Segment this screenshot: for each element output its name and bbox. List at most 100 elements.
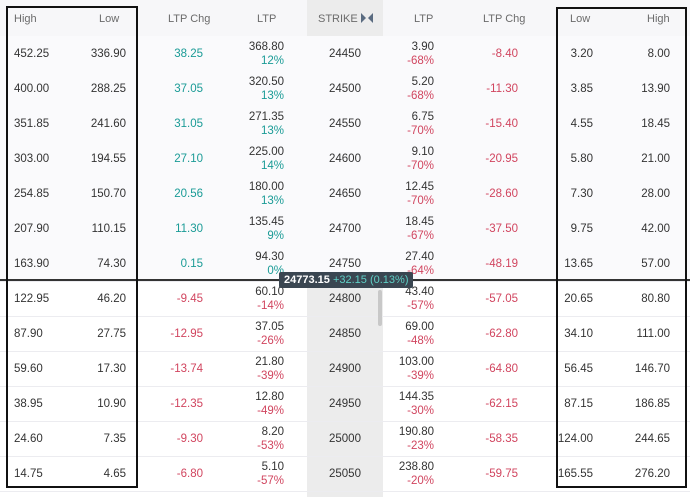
put-low-cell: 20.65 (564, 293, 593, 305)
call-low-cell: 7.35 (103, 433, 126, 445)
call-high-cell: 254.85 (14, 188, 50, 200)
table-row[interactable] (0, 211, 690, 247)
call-high-cell: 351.85 (14, 118, 50, 130)
call-ltp-cell: 180.00 (248, 181, 284, 193)
put-ltp-chg-cell: -11.30 (486, 83, 518, 95)
call-ltp-chg-cell: -12.95 (170, 328, 203, 340)
table-row[interactable] (0, 141, 690, 177)
call-ltp-chg-cell: 11.30 (175, 223, 203, 235)
put-high-cell: 244.65 (634, 433, 670, 445)
strike-cell: 24450 (329, 48, 361, 60)
call-high-cell: 122.95 (14, 293, 50, 305)
call-high-cell: 400.00 (14, 83, 50, 95)
put-ltp-pct-cell: -57% (407, 300, 434, 312)
call-low-cell: 74.30 (97, 258, 126, 270)
put-ltp-cell: 27.40 (405, 251, 434, 263)
table-row[interactable] (0, 421, 690, 457)
call-high-cell: 38.95 (14, 398, 43, 410)
put-low-cell: 87.15 (564, 398, 593, 410)
call-ltp-pct-cell: -49% (257, 405, 284, 417)
header-put-high[interactable]: High (647, 13, 670, 25)
put-high-cell: 42.00 (641, 223, 670, 235)
call-high-cell: 24.60 (14, 433, 43, 445)
put-ltp-cell: 6.75 (411, 111, 434, 123)
call-ltp-chg-cell: 20.56 (174, 188, 203, 200)
put-high-cell: 8.00 (647, 48, 670, 60)
table-row[interactable] (0, 351, 690, 387)
put-ltp-pct-cell: -39% (407, 370, 434, 382)
call-low-cell: 10.90 (97, 398, 126, 410)
put-high-cell: 57.00 (641, 258, 670, 270)
strike-cell: 24800 (329, 293, 361, 305)
strike-cell: 24950 (329, 398, 361, 410)
call-ltp-cell: 37.05 (255, 321, 284, 333)
header-strike[interactable]: STRIKE (318, 13, 358, 25)
strike-cell: 24600 (329, 153, 361, 165)
strike-cell: 24550 (329, 118, 361, 130)
put-ltp-chg-cell: -20.95 (485, 153, 518, 165)
put-low-cell: 34.10 (564, 328, 593, 340)
put-high-cell: 186.85 (634, 398, 670, 410)
header-call-ltp-chg[interactable]: LTP Chg (168, 13, 211, 25)
table-row[interactable] (0, 456, 690, 492)
strike-cell: 24850 (329, 328, 361, 340)
call-high-cell: 59.60 (14, 363, 43, 375)
put-ltp-cell: 144.35 (398, 391, 434, 403)
call-high-cell: 87.90 (14, 328, 43, 340)
spot-change: +32.15 (0.13%) (332, 274, 409, 286)
put-ltp-pct-cell: -68% (407, 90, 434, 102)
header-call-low[interactable]: Low (99, 13, 120, 25)
put-low-cell: 13.65 (564, 258, 593, 270)
strike-cell: 24750 (329, 258, 361, 270)
call-ltp-cell: 368.80 (248, 41, 284, 53)
call-ltp-chg-cell: 0.15 (180, 258, 203, 270)
put-ltp-cell: 103.00 (398, 356, 434, 368)
call-low-cell: 17.30 (97, 363, 126, 375)
strike-cell: 24650 (329, 188, 361, 200)
put-high-cell: 276.20 (634, 468, 670, 480)
table-row[interactable] (0, 71, 690, 107)
expand-collapse-icon[interactable] (360, 12, 374, 24)
put-ltp-chg-cell: -28.60 (485, 188, 518, 200)
put-ltp-chg-cell: -37.50 (485, 223, 518, 235)
header-call-ltp[interactable]: LTP (257, 13, 277, 25)
call-ltp-cell: 271.35 (248, 111, 284, 123)
call-low-cell: 150.70 (90, 188, 126, 200)
table-row[interactable] (0, 36, 690, 72)
strike-cell: 25000 (329, 433, 361, 445)
call-ltp-pct-cell: 14% (260, 160, 284, 172)
call-ltp-chg-cell: 31.05 (174, 118, 203, 130)
header-put-low[interactable]: Low (570, 13, 591, 25)
put-high-cell: 13.90 (641, 83, 670, 95)
put-ltp-cell: 43.40 (405, 286, 434, 298)
put-high-cell: 80.80 (641, 293, 670, 305)
put-ltp-chg-cell: -64.80 (485, 363, 518, 375)
put-ltp-chg-cell: -62.15 (485, 398, 518, 410)
call-ltp-pct-cell: 0% (267, 265, 284, 277)
call-ltp-chg-cell: -9.45 (176, 293, 203, 305)
table-row[interactable] (0, 106, 690, 142)
put-low-cell: 124.00 (557, 433, 593, 445)
call-ltp-cell: 320.50 (248, 76, 284, 88)
put-ltp-cell: 69.00 (405, 321, 434, 333)
call-low-cell: 27.75 (97, 328, 126, 340)
header-put-ltp-chg[interactable]: LTP Chg (483, 13, 526, 25)
header-call-high[interactable]: High (14, 13, 37, 25)
call-ltp-pct-cell: 12% (260, 55, 284, 67)
call-ltp-pct-cell: 13% (260, 125, 284, 137)
strike-cell: 24700 (329, 223, 361, 235)
put-ltp-pct-cell: -64% (407, 265, 434, 277)
call-ltp-pct-cell: -57% (257, 475, 284, 487)
table-row[interactable] (0, 281, 690, 317)
table-row[interactable] (0, 386, 690, 422)
call-high-cell: 163.90 (14, 258, 50, 270)
call-low-cell: 288.25 (90, 83, 126, 95)
call-low-cell: 46.20 (97, 293, 126, 305)
table-row[interactable] (0, 316, 690, 352)
header-put-ltp[interactable]: LTP (414, 13, 434, 25)
table-row[interactable] (0, 176, 690, 212)
put-low-cell: 7.30 (570, 188, 593, 200)
call-ltp-pct-cell: -14% (257, 300, 284, 312)
call-low-cell: 4.65 (103, 468, 126, 480)
scrollbar-thumb[interactable] (378, 290, 382, 326)
